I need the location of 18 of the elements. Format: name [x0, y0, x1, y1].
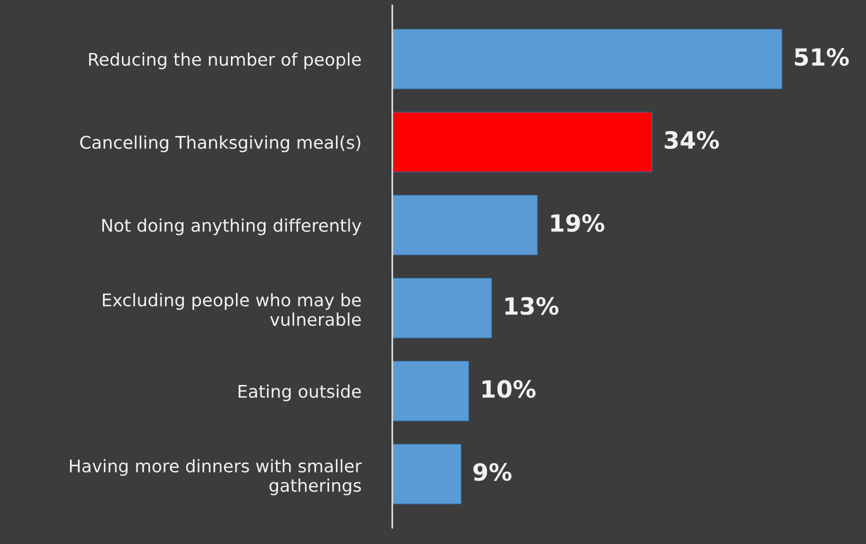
bar: [392, 278, 492, 338]
bar: [392, 112, 652, 172]
y-tick-label: Excluding people who may be vulnerable: [102, 293, 361, 326]
y-tick-label: Reducing the number of people: [89, 52, 361, 70]
y-tick-label: Not doing anything differently: [102, 218, 362, 236]
bar: [392, 28, 782, 90]
y-tick-label: Cancelling Thanksgiving meal(s): [80, 135, 360, 152]
y-tick-label: Having more dinners with smaller gatherings: [70, 459, 362, 496]
y-tick-label: Eating outside: [238, 384, 361, 402]
data-label: 19%: [551, 214, 604, 232]
bar: [392, 444, 462, 504]
bar: [392, 360, 470, 422]
data-label: 51%: [794, 48, 849, 66]
data-label: 10%: [482, 380, 536, 398]
data-label: 13%: [505, 297, 559, 315]
bar: [392, 194, 538, 256]
data-label: 9%: [473, 463, 512, 481]
data-label: 34%: [664, 131, 719, 149]
